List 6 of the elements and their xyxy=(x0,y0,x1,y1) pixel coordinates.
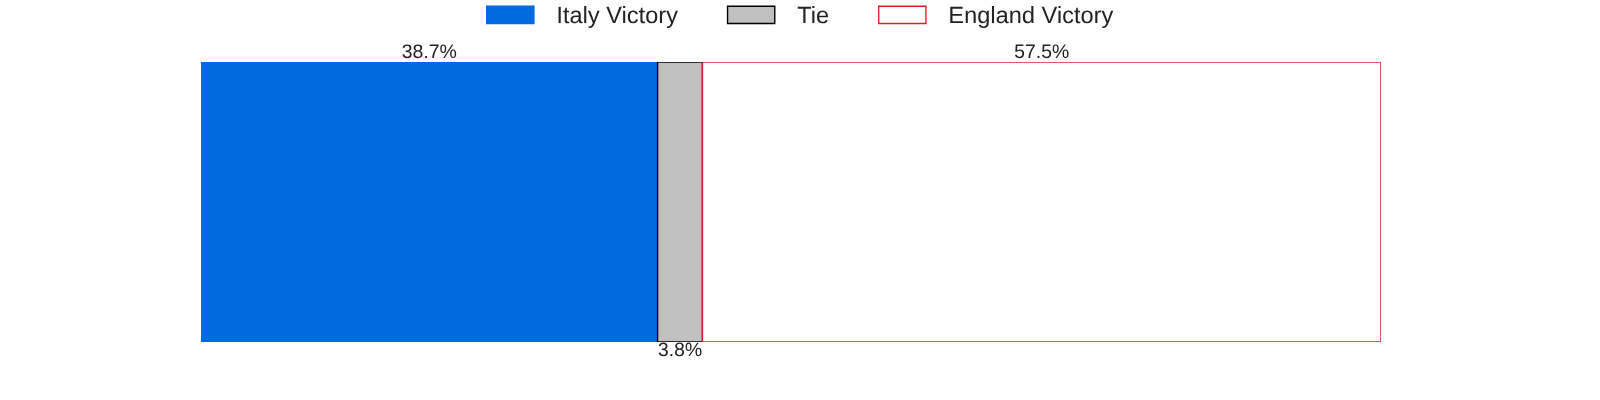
data-label: 38.7% xyxy=(402,44,457,59)
data-label: 3.8% xyxy=(658,342,702,357)
legend-label: Tie xyxy=(797,6,829,24)
legend-label: Italy Victory xyxy=(558,6,678,29)
data-label: 57.5% xyxy=(1014,44,1069,59)
legend-label: England Victory xyxy=(950,6,1114,29)
